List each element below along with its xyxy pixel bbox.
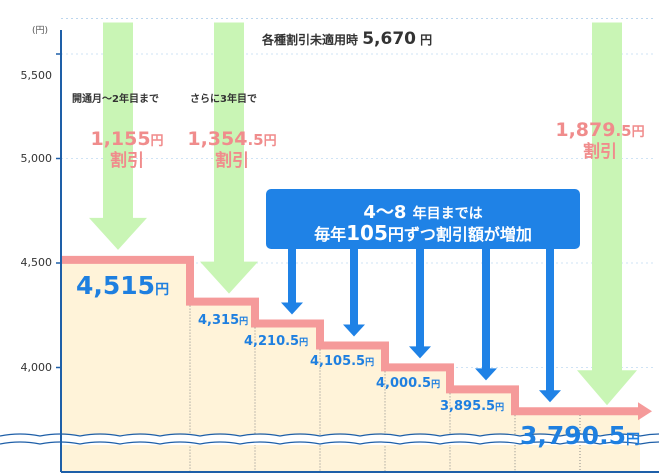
- discount-amount: 1,155: [90, 128, 151, 150]
- step-unit: 円: [365, 358, 375, 368]
- step-value: 4,515: [76, 271, 156, 300]
- step-line: [62, 255, 640, 416]
- increase-arrow: [409, 247, 431, 359]
- discount-arrow: [577, 22, 637, 406]
- discount-unit: 円: [150, 134, 164, 149]
- annotation-caption: 開通月～2年目まで: [72, 94, 159, 105]
- discount-word: 割引: [583, 142, 617, 162]
- step-value: 4,000.5: [376, 376, 432, 391]
- y-tick-label: 5,000: [20, 152, 53, 165]
- discount-amount-decimal: .5: [615, 122, 632, 140]
- discount-amount: 1,879: [555, 119, 616, 141]
- discount-arrow: [89, 22, 147, 250]
- discount-label: 1,879.5円 割引: [545, 121, 655, 161]
- reference-value: 5,670: [362, 29, 416, 49]
- reference-unit: 円: [420, 33, 433, 47]
- step-unit: 円: [625, 432, 640, 448]
- step-value: 4,210.5: [244, 334, 300, 349]
- banner-text: 円ずつ割引額が増加: [387, 225, 532, 244]
- step-unit: 円: [495, 403, 505, 413]
- discount-arrow: [200, 22, 258, 294]
- discount-unit: 円: [631, 125, 645, 140]
- discount-amount: 1,354: [187, 128, 248, 150]
- reference-label: 各種割引未適用時 5,670 円: [262, 31, 432, 48]
- step-unit: 円: [299, 338, 309, 348]
- step-value-label: 4,515円: [76, 273, 169, 298]
- step-value: 3,790.5: [520, 421, 626, 450]
- increase-arrow: [343, 247, 365, 337]
- step-value-label: 3,895.5円: [440, 397, 504, 413]
- step-value-label: 4,210.5円: [244, 332, 308, 348]
- step-area-fill: [62, 259, 640, 472]
- axis-break-line: [0, 433, 659, 437]
- step-value: 4,105.5: [310, 354, 366, 369]
- banner-amount: 105: [346, 221, 388, 245]
- banner-text: 毎年: [314, 225, 347, 244]
- step-line-arrowhead: [638, 402, 652, 421]
- discount-word: 割引: [110, 151, 144, 171]
- step-unit: 円: [239, 317, 249, 327]
- step-value: 3,895.5: [440, 399, 496, 414]
- reference-label-text: 各種割引未適用時: [262, 33, 359, 47]
- increase-banner: 4～8 年目までは 毎年105円ずつ割引額が増加: [266, 189, 580, 249]
- y-axis-unit: (円): [32, 26, 49, 36]
- discount-label: 1,155円 割引: [82, 130, 172, 170]
- increase-arrow: [475, 247, 497, 381]
- step-unit: 円: [431, 380, 441, 390]
- axis-break-line: [0, 441, 659, 445]
- increase-arrow: [539, 247, 561, 403]
- axis-break-band: [0, 435, 659, 445]
- y-tick-label: 5,500: [20, 69, 53, 82]
- step-value-label: 3,790.5円: [520, 423, 640, 448]
- discount-label: 1,354.5円 割引: [180, 130, 284, 170]
- step-value-label: 4,315円: [198, 311, 248, 327]
- step-value: 4,315: [198, 313, 240, 328]
- discount-unit: 円: [263, 134, 277, 149]
- y-tick-label: 4,500: [20, 256, 53, 269]
- banner-text: 年目までは: [412, 206, 483, 222]
- y-tick-label: 4,000: [20, 361, 53, 374]
- step-value-label: 4,000.5円: [376, 374, 440, 390]
- discount-word: 割引: [215, 151, 249, 171]
- step-unit: 円: [155, 282, 170, 298]
- banner-year-range: 4～8: [363, 202, 407, 223]
- step-value-label: 4,105.5円: [310, 352, 374, 368]
- discount-amount-decimal: .5: [247, 131, 264, 149]
- increase-arrow: [281, 247, 303, 315]
- annotation-caption: さらに3年目で: [190, 94, 257, 105]
